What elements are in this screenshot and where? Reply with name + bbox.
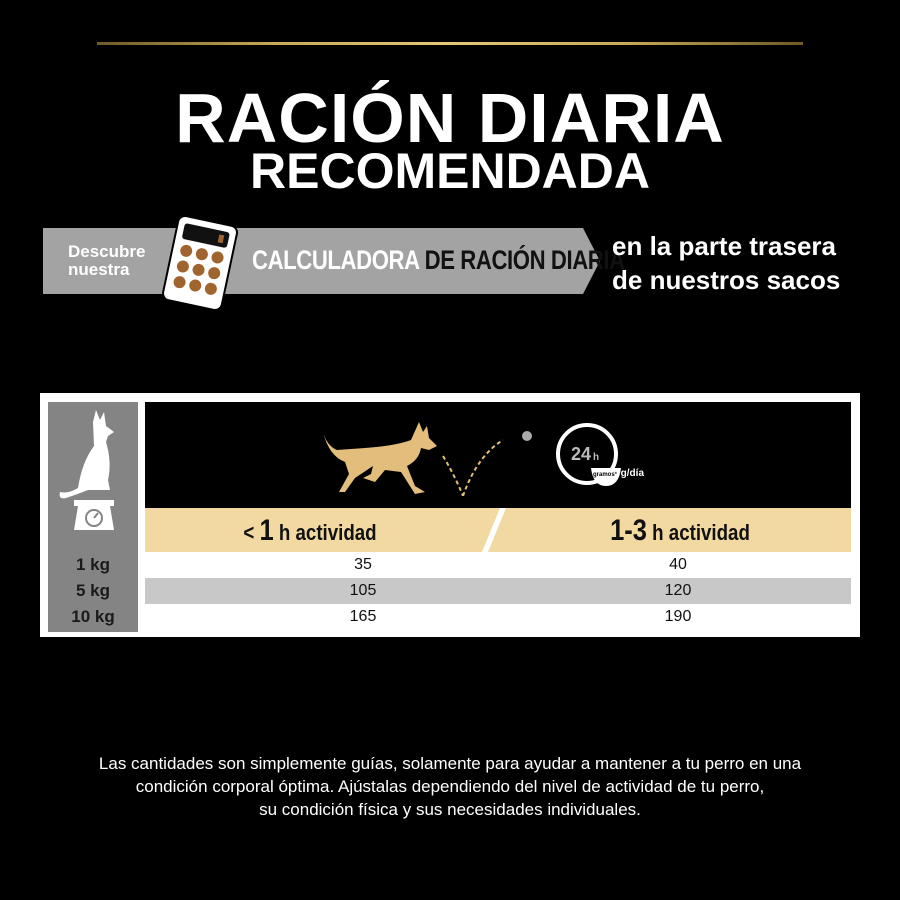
column-header-low: < 1 h actividad — [243, 514, 377, 547]
weight-label: 10 kg — [71, 607, 115, 626]
calculator-label: CALCULADORA DE RACIÓN DIARIA — [252, 245, 625, 276]
banner-right-text: en la parte trasera de nuestros sacos — [612, 229, 840, 297]
page-subtitle: RECOMENDADA — [250, 143, 650, 199]
dog-on-scale-icon — [59, 410, 114, 530]
weight-column — [48, 402, 138, 632]
calculator-highlight: CALCULADORA — [252, 245, 419, 275]
calculator-icon — [162, 215, 238, 311]
right-line-1: en la parte trasera — [612, 231, 837, 261]
weight-label: 5 kg — [75, 581, 111, 600]
banner-intro: Descubre nuestra — [68, 242, 146, 279]
clock-24h-icon: 24 h gramos* — [556, 423, 621, 486]
table-row: 105 120 — [145, 578, 851, 604]
column-divider — [482, 508, 506, 552]
table-row: 35 40 — [145, 552, 851, 578]
column-header-high: 1-3 h actividad — [610, 514, 750, 547]
page-title: RACIÓN DIARIA — [175, 79, 725, 157]
clock-unit: h — [593, 452, 599, 463]
calculator-banner — [43, 228, 600, 294]
disclaimer-line: Las cantidades son simplemente guías, so… — [98, 754, 802, 773]
disclaimer-line: condición corporal óptima. Ajústalas dep… — [135, 777, 765, 796]
disclaimer-line: su condición física y sus necesidades in… — [259, 800, 641, 819]
bowl-label: gramos* — [593, 472, 618, 478]
running-dog-icon — [323, 422, 532, 496]
weight-label: 1 kg — [75, 555, 111, 574]
unit-note: * g/día — [614, 468, 645, 479]
calculator-rest: DE RACIÓN DIARIA — [424, 245, 626, 275]
table-header: 24 h gramos* * g/día — [145, 402, 851, 508]
disclaimer: Las cantidades son simplemente guías, so… — [0, 752, 900, 821]
table-row: 165 190 — [145, 604, 851, 630]
gold-divider — [97, 42, 803, 45]
clock-label: 24 — [571, 444, 591, 464]
right-line-2: de nuestros sacos — [612, 265, 841, 295]
